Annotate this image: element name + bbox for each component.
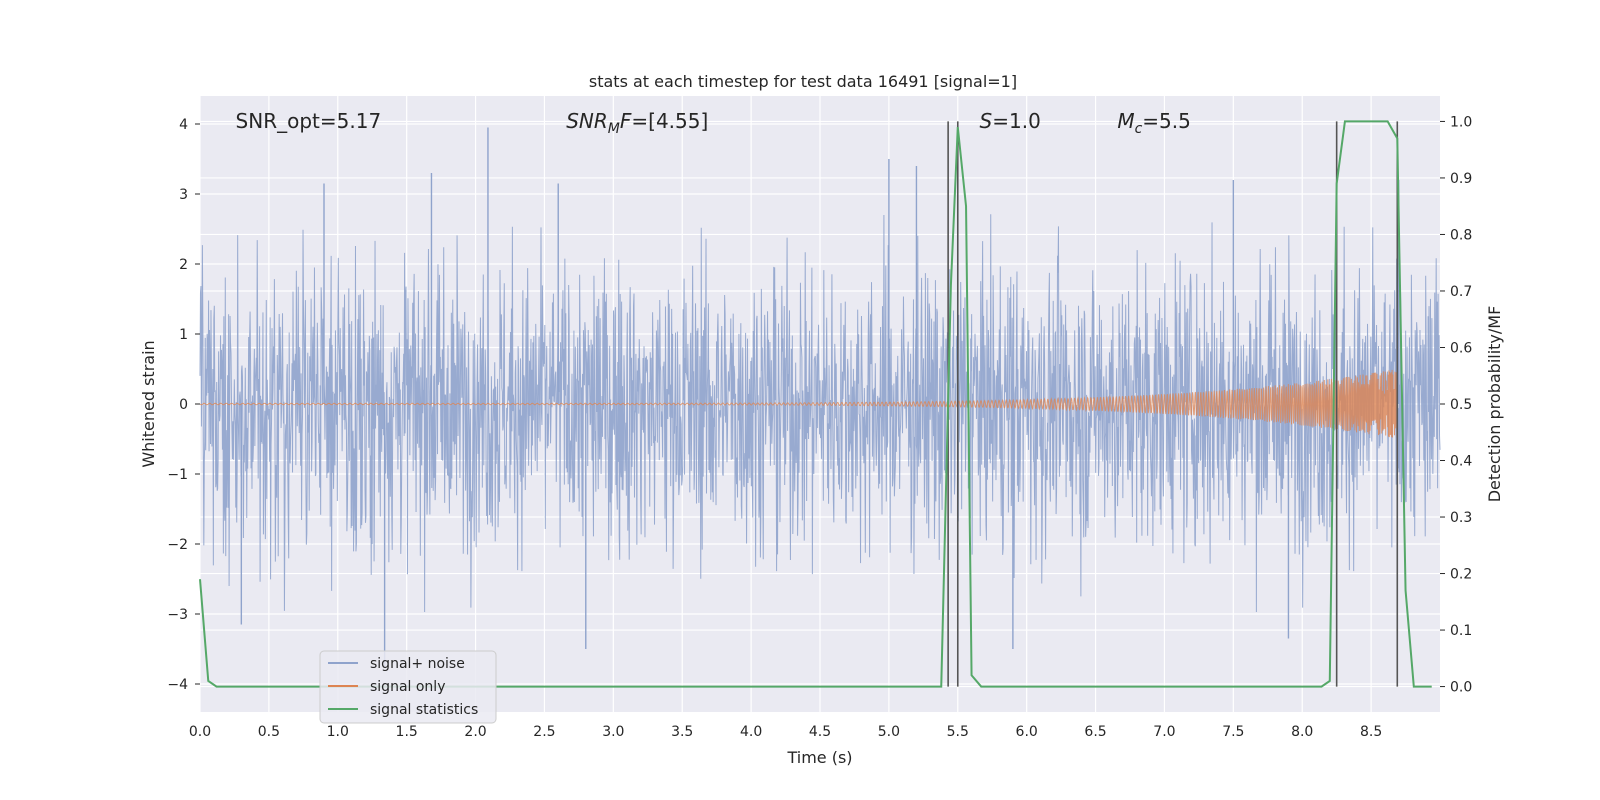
y-tick-label: −2 [167, 537, 188, 553]
legend-box [319, 650, 497, 724]
y2-tick-label: 0.6 [1450, 340, 1472, 356]
y2-tick-label: 0.1 [1450, 623, 1472, 639]
x-axis-ticks: 0.0 0.5 1.0 1.5 2.0 2.5 3.0 3.5 4.0 4.5 5.0 5.5 6.0 6… [189, 724, 1382, 740]
y-tick-label: 2 [179, 257, 188, 273]
x-tick-label: 7.5 [1222, 724, 1244, 740]
y-tick-label: 4 [179, 117, 188, 133]
x-tick-label: 3.0 [602, 724, 624, 740]
y2-tick-label: 0.0 [1450, 680, 1472, 696]
y-tick-label: −3 [167, 607, 188, 623]
y-axis-label: Whitened strain [139, 340, 158, 467]
x-tick-label: 4.5 [809, 724, 831, 740]
annotation-3: Mc=5.5 [1117, 109, 1191, 137]
annotations: SNR_opt=5.17 SNRMF=[4.55] S=1.0 Mc=5.5 [236, 109, 1191, 137]
x-tick-label: 6.0 [1016, 724, 1038, 740]
annotation-1: SNRMF=[4.55] [566, 109, 708, 137]
y2-tick-label: 0.5 [1450, 397, 1472, 413]
chart-title: stats at each timestep for test data 164… [589, 72, 1017, 91]
legend-label-noise: signal+ noise [370, 656, 465, 672]
y2-tick-label: 0.9 [1450, 171, 1472, 187]
x-tick-label: 8.5 [1360, 724, 1382, 740]
legend-label-stats: signal statistics [370, 702, 478, 718]
x-tick-label: 0.5 [258, 724, 280, 740]
x-tick-label: 2.5 [533, 724, 555, 740]
legend-label-signal: signal only [370, 679, 445, 695]
y-tick-label: −4 [167, 677, 188, 693]
x-tick-label: 1.0 [327, 724, 349, 740]
y2-tick-label: 0.3 [1450, 510, 1472, 526]
signal-line [199, 369, 1398, 438]
y2-tick-label: 0.8 [1450, 227, 1472, 243]
y2-tick-label: 0.7 [1450, 284, 1472, 300]
x-axis-label: Time (s) [786, 748, 852, 767]
annotation-2: S=1.0 [980, 109, 1041, 133]
y2-tick-label: 0.2 [1450, 567, 1472, 583]
legend: signal+ noise signal only signal statist… [319, 650, 497, 724]
series-signal-only [199, 369, 1398, 438]
x-tick-label: 2.0 [464, 724, 486, 740]
x-tick-label: 6.5 [1084, 724, 1106, 740]
x-tick-label: 1.5 [396, 724, 418, 740]
x-tick-label: 4.0 [740, 724, 762, 740]
x-tick-label: 5.0 [878, 724, 900, 740]
y2-axis-label: Detection probability/MF [1485, 306, 1504, 503]
y-tick-label: 1 [179, 327, 188, 343]
x-tick-label: 3.5 [671, 724, 693, 740]
x-tick-label: 8.0 [1291, 724, 1313, 740]
x-tick-label: 5.5 [947, 724, 969, 740]
annotation-0: SNR_opt=5.17 [236, 109, 382, 133]
series-signal-plus-noise [199, 127, 1441, 667]
y2-axis-ticks: 0.0 0.1 0.2 0.3 0.4 0.5 0.6 0.7 0.8 0.9 1.0 [1440, 114, 1472, 696]
x-tick-label: 7.0 [1153, 724, 1175, 740]
noise-line [199, 214, 1441, 612]
x-tick-label: 0.0 [189, 724, 211, 740]
y-tick-label: 0 [179, 397, 188, 413]
y-axis-ticks: −4 −3 −2 −1 0 1 2 3 4 [167, 117, 200, 693]
y-tick-label: 3 [179, 187, 188, 203]
y2-tick-label: 0.4 [1450, 454, 1472, 470]
y2-tick-label: 1.0 [1450, 114, 1472, 130]
y-tick-label: −1 [167, 467, 188, 483]
